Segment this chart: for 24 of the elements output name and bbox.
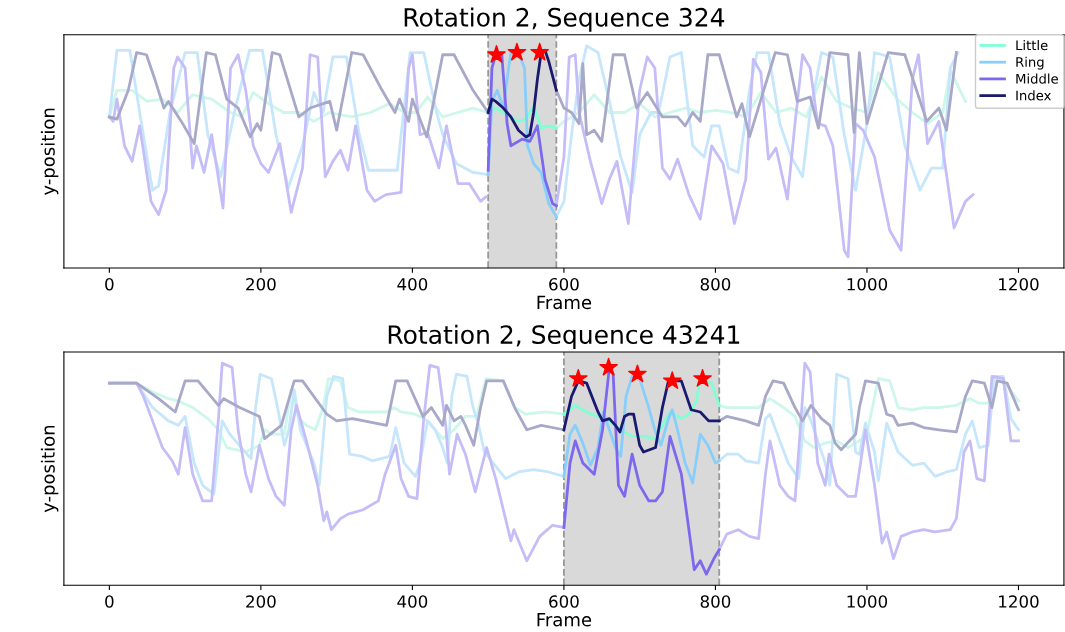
legend-label: Middle [1016,73,1058,84]
x-tick-label: 200 [246,595,276,608]
y-axis-title: y-position [40,108,59,196]
x-tick-label: 600 [549,595,579,608]
x-tick-label: 1000 [847,595,888,608]
chart-title: Rotation 2, Sequence 324 [404,7,725,32]
x-tick-label: 400 [397,277,428,291]
x-axis-title: Frame [537,295,592,310]
x-tick-label: 1200 [999,277,1039,291]
legend-label: Little [1016,40,1048,51]
x-tick-label: 1200 [999,595,1039,608]
x-tick-label: 600 [549,277,579,291]
x-tick-label: 1000 [847,277,888,291]
x-tick-label: 800 [700,277,731,291]
x-tick-label: 200 [246,277,276,291]
x-axis-title: Frame [537,613,592,627]
legend-label: Index [1016,90,1051,101]
y-axis-title: y-position [40,425,59,513]
x-tick-label: 0 [105,277,114,291]
chart-title: Rotation 2, Sequence 43241 [388,324,740,349]
x-tick-label: 800 [700,595,731,608]
x-tick-label: 400 [397,595,428,608]
legend-label: Ring [1016,56,1044,70]
x-tick-label: 0 [105,595,114,608]
